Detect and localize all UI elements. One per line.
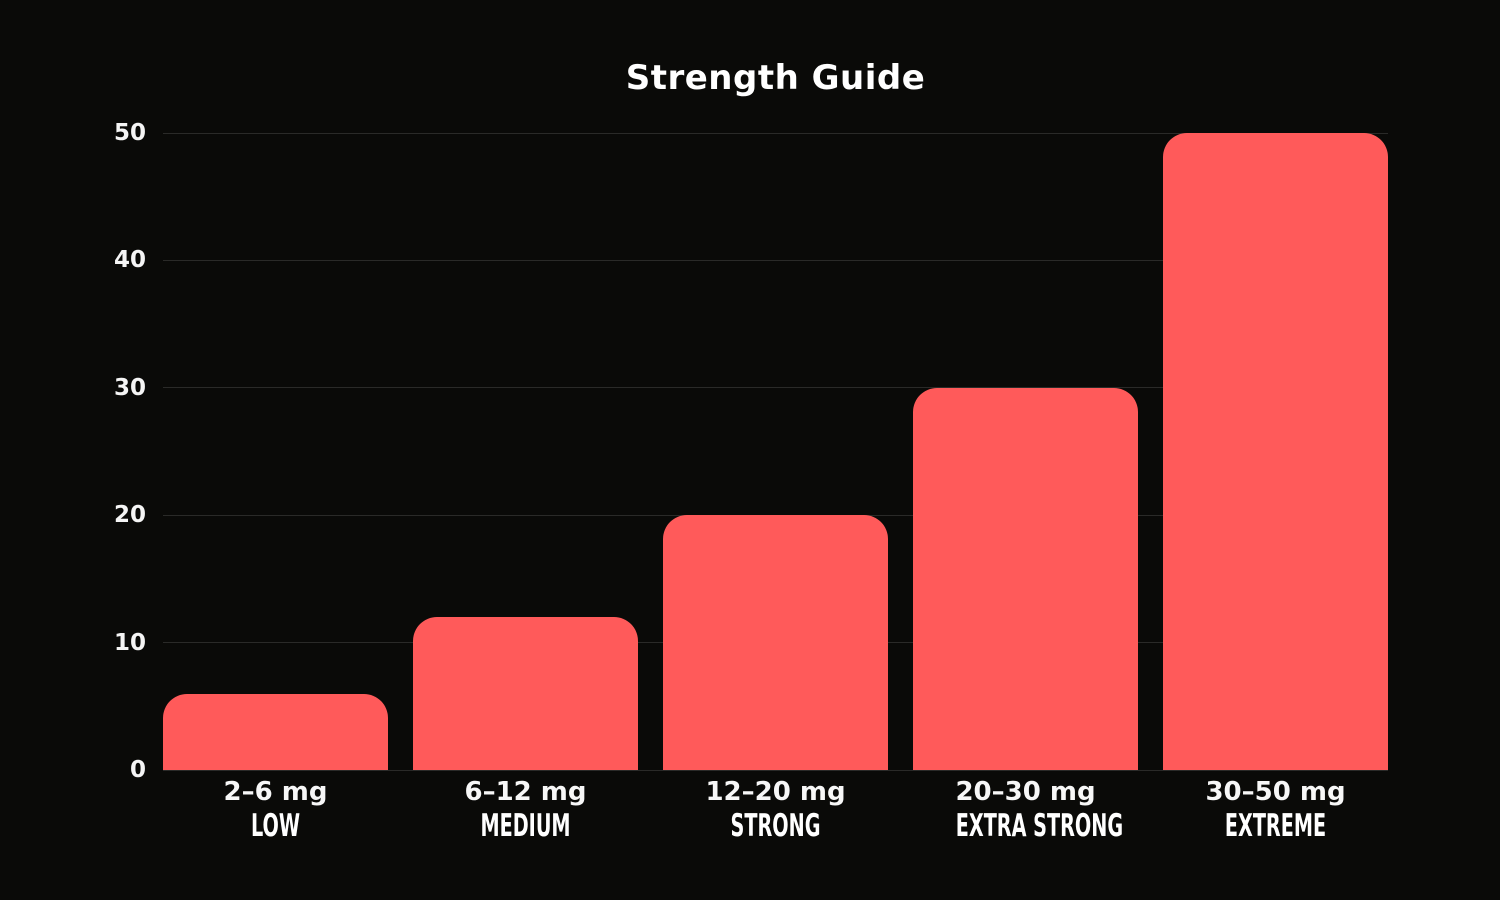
x-label-group: 30–50 mg EXTREME	[1163, 770, 1388, 844]
x-tier-label: EXTRA STRONG	[955, 808, 1124, 844]
x-tier-label: EXTREME	[1224, 808, 1327, 844]
y-tick-label-40: 40	[113, 247, 146, 274]
x-range-label: 12–20 mg	[705, 777, 846, 807]
x-label-group: 20–30 mg EXTRA STRONG	[913, 770, 1138, 844]
bar-medium	[413, 617, 638, 770]
x-label-group: 2–6 mg LOW	[163, 770, 388, 844]
y-tick-label-50: 50	[113, 120, 146, 146]
bar-low	[163, 693, 388, 770]
gridline-0	[163, 769, 1388, 771]
y-tick-label-20: 20	[113, 502, 146, 529]
gridline-30	[163, 387, 1388, 389]
chart-title: Strength Guide	[625, 58, 926, 98]
y-tick-label-0: 0	[129, 757, 146, 783]
y-tick-label-30: 30	[113, 374, 146, 401]
x-label-group: 6–12 mg MEDIUM	[413, 770, 638, 844]
x-tier-label: MEDIUM	[480, 808, 571, 844]
bar-extreme	[1163, 133, 1388, 770]
x-range-label: 6–12 mg	[464, 777, 587, 807]
x-range-label: 2–6 mg	[223, 777, 328, 807]
x-label-group: 12–20 mg STRONG	[663, 770, 888, 844]
gridline-50	[163, 132, 1388, 134]
x-tier-label: LOW	[250, 808, 301, 844]
x-range-label: 30–50 mg	[1205, 777, 1346, 807]
y-axis-labels: 0 10 20 30 40 50	[0, 122, 146, 782]
x-tier-label: STRONG	[730, 808, 821, 844]
bar-extra-strong	[913, 387, 1138, 770]
x-range-label: 20–30 mg	[955, 777, 1096, 807]
plot-area	[163, 132, 1388, 771]
gridline-40	[163, 259, 1388, 261]
y-tick-label-10: 10	[113, 629, 146, 656]
bar-strong	[663, 515, 888, 770]
